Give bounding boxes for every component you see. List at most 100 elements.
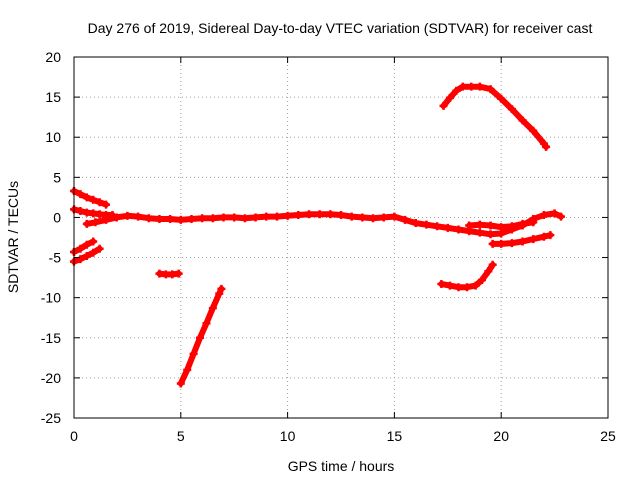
data-point — [166, 215, 175, 224]
data-point — [82, 240, 91, 249]
data-point — [91, 218, 100, 227]
data-point — [230, 213, 239, 222]
data-point — [347, 212, 356, 221]
data-point — [411, 219, 420, 228]
series-line — [440, 83, 550, 150]
data-point — [183, 365, 192, 374]
series-arc-start-high — [70, 186, 111, 209]
series-layer — [70, 82, 566, 388]
data-point — [102, 200, 111, 209]
data-point — [458, 82, 467, 91]
data-point — [123, 211, 132, 220]
data-point — [102, 215, 111, 224]
data-point — [488, 260, 497, 269]
data-point — [422, 220, 431, 229]
data-point — [443, 223, 452, 232]
data-point — [529, 218, 538, 227]
series-line — [83, 210, 564, 238]
ticks: 0 5 10 15 20 25 -25 -20 -15 -10 -5 0 5 10 15 20 — [41, 49, 616, 444]
data-point — [445, 281, 454, 290]
data-point — [539, 211, 548, 220]
data-point — [76, 190, 85, 199]
data-point — [507, 239, 516, 248]
x-tick-label: 5 — [177, 428, 185, 444]
data-point — [134, 212, 143, 221]
y-tick-label: -5 — [49, 250, 62, 266]
chart-title: Day 276 of 2019, Sidereal Day-to-day VTE… — [88, 20, 593, 36]
data-point — [272, 212, 281, 221]
data-point — [294, 211, 303, 220]
data-point — [358, 213, 367, 222]
data-point — [437, 280, 446, 289]
data-point — [337, 211, 345, 220]
data-point — [475, 228, 484, 237]
data-point — [112, 213, 121, 222]
data-point — [529, 235, 538, 244]
data-point — [497, 94, 506, 103]
data-point — [475, 82, 484, 91]
data-point — [326, 210, 335, 219]
data-point — [529, 126, 538, 135]
data-point — [477, 276, 486, 285]
data-point — [557, 212, 566, 221]
series-arc-steep-rise — [176, 284, 226, 388]
data-point — [369, 214, 378, 223]
data-point — [95, 198, 104, 207]
data-point — [198, 214, 207, 223]
data-point — [467, 82, 476, 91]
series-arc-late-mid — [465, 218, 538, 232]
series-arc-early-short — [155, 269, 183, 279]
data-point — [445, 93, 454, 102]
data-point — [486, 85, 495, 94]
data-point — [465, 221, 474, 230]
series-arc-late-low — [437, 260, 497, 292]
y-tick-label: -20 — [41, 370, 61, 386]
data-point — [217, 284, 226, 293]
data-point — [155, 215, 164, 224]
data-point — [95, 244, 104, 253]
data-point — [488, 239, 497, 248]
plot-frame — [73, 56, 609, 419]
grid — [74, 57, 608, 418]
data-point — [262, 212, 271, 221]
data-point — [215, 289, 224, 298]
data-point — [497, 239, 506, 248]
data-point — [89, 237, 98, 246]
data-point — [497, 223, 506, 232]
x-tick-label: 0 — [70, 428, 78, 444]
data-point — [433, 222, 442, 231]
data-point — [539, 232, 548, 241]
y-axis-label: SDTVAR / TECUs — [5, 181, 21, 293]
data-point — [219, 213, 228, 222]
x-axis-label: GPS time / hours — [288, 458, 395, 474]
data-point — [176, 215, 185, 224]
data-point — [208, 304, 217, 313]
data-point — [454, 225, 463, 234]
data-point — [390, 212, 399, 221]
data-point — [550, 209, 559, 218]
data-point — [484, 267, 493, 276]
data-point — [82, 251, 91, 260]
x-tick-label: 25 — [600, 428, 616, 444]
y-tick-label: 20 — [45, 49, 61, 65]
x-tick-label: 10 — [280, 428, 296, 444]
data-point — [401, 215, 410, 224]
data-point — [471, 281, 480, 290]
data-point — [315, 210, 324, 219]
data-point — [208, 214, 217, 223]
y-tick-label: -25 — [41, 410, 61, 426]
data-point — [189, 349, 198, 358]
data-point — [518, 237, 527, 246]
data-point — [82, 219, 91, 228]
x-tick-label: 20 — [493, 428, 509, 444]
data-point — [76, 255, 85, 264]
data-point — [187, 215, 196, 224]
data-point — [379, 213, 388, 222]
data-point — [546, 231, 555, 240]
data-point — [89, 195, 98, 204]
x-tick-label: 15 — [387, 428, 403, 444]
data-point — [518, 219, 527, 228]
y-tick-label: -10 — [41, 290, 61, 306]
data-point — [251, 213, 260, 222]
